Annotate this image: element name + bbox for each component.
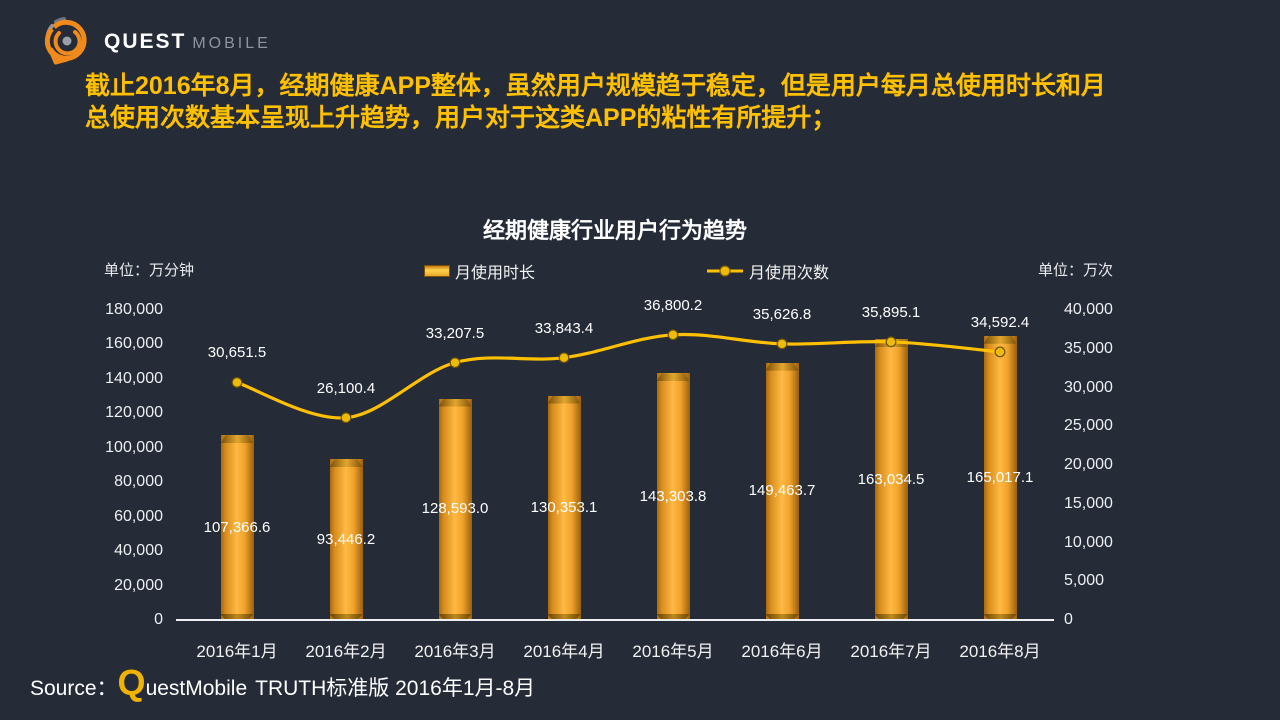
- bar-bottom-bevel: [438, 613, 472, 620]
- y-axis-tick-label-left: 160,000: [105, 335, 163, 353]
- bar-top-bevel: [220, 435, 254, 444]
- bar-value-label: 130,353.1: [530, 498, 598, 516]
- headline-line-1: 截止2016年8月，经期健康APP整体，虽然用户规模趋于稳定，但是用户每月总使用…: [85, 72, 1106, 100]
- line-point-marker: [667, 329, 679, 341]
- line-value-label: 26,100.4: [316, 379, 376, 397]
- x-axis-category-label: 2016年8月: [959, 642, 1041, 661]
- source-brand-rest: uestMobile: [145, 677, 248, 700]
- bar-top-bevel: [656, 373, 690, 382]
- x-axis-category-label: 2016年2月: [305, 642, 387, 661]
- y-axis-tick-label-right: 25,000: [1064, 417, 1113, 435]
- bar-value-label: 163,034.5: [857, 470, 925, 488]
- line-value-label: 30,651.5: [207, 344, 267, 362]
- y-axis-tick-label-right: 15,000: [1064, 494, 1113, 512]
- bar-value-label: 128,593.0: [421, 500, 489, 518]
- y-axis-tick-label-right: 10,000: [1064, 533, 1113, 551]
- source-label: Source：: [30, 677, 118, 700]
- line-legend-marker-icon: [707, 265, 743, 277]
- slide-headline: 截止2016年8月，经期健康APP整体，虽然用户规模趋于稳定，但是用户每月总使用…: [85, 70, 1205, 134]
- y-axis-tick-label-left: 80,000: [114, 473, 163, 491]
- x-axis-category-label: 2016年5月: [632, 642, 714, 661]
- x-axis-category-label: 2016年1月: [196, 642, 278, 661]
- line-point-marker: [340, 412, 352, 424]
- brand-wordmark: QUEST MOBILE: [104, 30, 271, 54]
- y-axis-tick-label-right: 0: [1064, 611, 1073, 628]
- bar: [329, 459, 363, 620]
- y-axis-tick-label-left: 40,000: [114, 542, 163, 560]
- bar-bottom-bevel: [220, 613, 254, 620]
- source-brand-q: Q: [117, 662, 146, 703]
- left-axis-unit: 单位：万分钟: [104, 262, 195, 279]
- y-axis-tick-label-left: 140,000: [105, 369, 163, 387]
- line-value-label: 35,626.8: [752, 305, 812, 323]
- line-value-label: 33,207.5: [425, 324, 485, 342]
- y-axis-tick-label-right: 40,000: [1064, 301, 1113, 318]
- line-value-label: 36,800.2: [643, 296, 703, 314]
- bar-value-label: 107,366.6: [203, 518, 271, 536]
- bar-bottom-bevel: [983, 613, 1017, 620]
- brand-name-secondary: MOBILE: [192, 35, 271, 52]
- bar-top-bevel: [983, 335, 1017, 344]
- bar-bottom-bevel: [765, 613, 799, 620]
- line-point-marker: [558, 352, 570, 364]
- bar-bottom-bevel: [656, 613, 690, 620]
- x-axis-category-label: 2016年3月: [414, 642, 496, 661]
- y-axis-tick-label-right: 5,000: [1064, 572, 1105, 590]
- bar-bottom-bevel: [547, 613, 581, 620]
- legend-label-bar: 月使用时长: [455, 265, 536, 282]
- bar-top-bevel: [765, 362, 799, 371]
- right-axis-unit: 单位：万次: [1038, 262, 1114, 279]
- bar-top-bevel: [438, 398, 472, 407]
- headline-line-2: 总使用次数基本呈现上升趋势，用户对于这类APP的粘性有所提升；: [85, 104, 837, 132]
- bar-value-label: 165,017.1: [966, 468, 1034, 486]
- line-value-label: 33,843.4: [534, 319, 594, 337]
- legend-label-line: 月使用次数: [749, 265, 830, 282]
- bar: [220, 435, 254, 620]
- line-value-label: 34,592.4: [970, 313, 1030, 331]
- bar-top-bevel: [329, 459, 363, 468]
- y-axis-tick-label-left: 0: [154, 611, 163, 628]
- x-axis-line: [176, 619, 1054, 621]
- y-axis-tick-label-left: 180,000: [105, 301, 163, 318]
- questmobile-logo-icon: [44, 17, 87, 65]
- legend-item-bar: 月使用时长: [424, 259, 535, 283]
- line-point-marker: [449, 357, 461, 369]
- source-note: Source： Q uestMobile TRUTH标准版 2016年1月-8月: [30, 662, 536, 703]
- x-axis-category-label: 2016年4月: [523, 642, 605, 661]
- y-axis-tick-label-left: 100,000: [105, 438, 163, 456]
- line-value-label: 35,895.1: [861, 303, 921, 321]
- bar-top-bevel: [547, 395, 581, 404]
- legend-item-line: 月使用次数: [706, 259, 829, 283]
- line-point-marker: [231, 377, 243, 388]
- x-axis-category-label: 2016年6月: [741, 642, 823, 661]
- bar-bottom-bevel: [874, 613, 908, 620]
- line-point-marker: [776, 338, 788, 350]
- bar-value-label: 93,446.2: [316, 530, 376, 548]
- y-axis-tick-label-right: 30,000: [1064, 378, 1113, 396]
- brand-name-primary: QUEST: [104, 30, 187, 53]
- y-axis-tick-label-right: 20,000: [1064, 456, 1113, 473]
- x-axis-category-label: 2016年7月: [850, 642, 932, 661]
- bar-bottom-bevel: [329, 613, 363, 620]
- source-detail: TRUTH标准版 2016年1月-8月: [255, 677, 536, 700]
- bar-top-bevel: [874, 339, 908, 348]
- y-axis-tick-label-left: 60,000: [114, 507, 163, 525]
- y-axis-tick-label-right: 35,000: [1064, 339, 1113, 357]
- y-axis-tick-label-left: 20,000: [114, 576, 163, 594]
- y-axis-tick-label-left: 120,000: [105, 404, 163, 422]
- chart-title: 经期健康行业用户行为趋势: [482, 218, 747, 243]
- bar-value-label: 149,463.7: [748, 482, 816, 500]
- bar-value-label: 143,303.8: [639, 487, 707, 505]
- bar-legend-swatch-icon: [424, 265, 450, 277]
